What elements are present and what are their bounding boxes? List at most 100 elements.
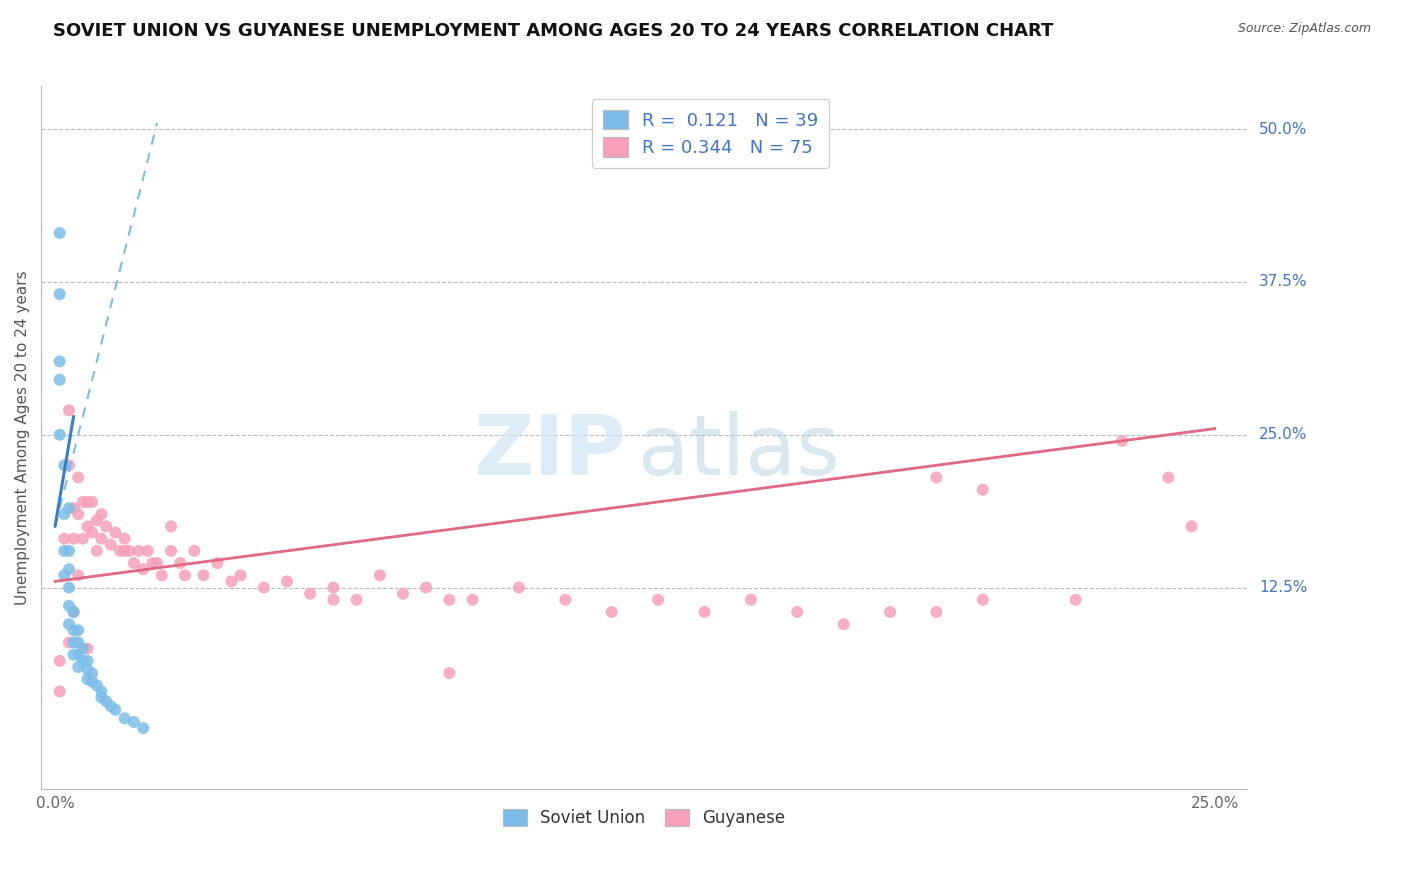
Point — [82, 525, 104, 540]
Point — [72, 654, 94, 668]
Point — [925, 470, 948, 484]
Point — [122, 714, 145, 729]
Text: SOVIET UNION VS GUYANESE UNEMPLOYMENT AMONG AGES 20 TO 24 YEARS CORRELATION CHAR: SOVIET UNION VS GUYANESE UNEMPLOYMENT AM… — [53, 22, 1054, 40]
Point — [53, 532, 76, 546]
Point — [76, 672, 98, 686]
Point — [693, 605, 716, 619]
Point — [508, 581, 530, 595]
Point — [82, 495, 104, 509]
Point — [207, 556, 229, 570]
Point — [67, 470, 90, 484]
Point — [62, 501, 84, 516]
Point — [160, 519, 183, 533]
Point — [972, 592, 994, 607]
Point — [82, 674, 104, 689]
Point — [132, 721, 155, 735]
Point — [1111, 434, 1133, 448]
Text: 25.0%: 25.0% — [1260, 427, 1308, 442]
Point — [48, 373, 70, 387]
Point — [48, 654, 70, 668]
Point — [276, 574, 298, 589]
Point — [100, 538, 122, 552]
Point — [53, 458, 76, 473]
Point — [554, 592, 576, 607]
Point — [100, 699, 122, 714]
Text: 12.5%: 12.5% — [1260, 580, 1308, 595]
Text: Source: ZipAtlas.com: Source: ZipAtlas.com — [1237, 22, 1371, 36]
Point — [62, 635, 84, 649]
Point — [146, 556, 169, 570]
Point — [58, 581, 80, 595]
Point — [82, 666, 104, 681]
Point — [90, 532, 112, 546]
Point — [58, 599, 80, 613]
Point — [118, 544, 141, 558]
Point — [86, 678, 108, 692]
Point — [58, 501, 80, 516]
Point — [76, 662, 98, 676]
Point — [229, 568, 252, 582]
Point — [114, 544, 136, 558]
Point — [53, 507, 76, 521]
Point — [67, 635, 90, 649]
Text: 37.5%: 37.5% — [1260, 275, 1308, 289]
Point — [832, 617, 855, 632]
Point — [90, 507, 112, 521]
Point — [58, 617, 80, 632]
Point — [322, 592, 344, 607]
Point — [67, 507, 90, 521]
Point — [114, 532, 136, 546]
Point — [114, 711, 136, 725]
Point — [62, 624, 84, 638]
Point — [108, 544, 131, 558]
Point — [253, 581, 276, 595]
Point — [58, 458, 80, 473]
Point — [94, 519, 117, 533]
Point — [322, 581, 344, 595]
Text: 50.0%: 50.0% — [1260, 121, 1308, 136]
Point — [58, 635, 80, 649]
Legend: Soviet Union, Guyanese: Soviet Union, Guyanese — [496, 802, 792, 834]
Point — [62, 532, 84, 546]
Point — [62, 605, 84, 619]
Point — [174, 568, 197, 582]
Point — [72, 641, 94, 656]
Point — [1157, 470, 1180, 484]
Y-axis label: Unemployment Among Ages 20 to 24 years: Unemployment Among Ages 20 to 24 years — [15, 270, 30, 605]
Point — [76, 495, 98, 509]
Point — [67, 624, 90, 638]
Point — [104, 525, 127, 540]
Point — [72, 532, 94, 546]
Point — [972, 483, 994, 497]
Point — [879, 605, 901, 619]
Point — [160, 544, 183, 558]
Point — [48, 287, 70, 301]
Point — [415, 581, 437, 595]
Point — [392, 587, 415, 601]
Point — [461, 592, 484, 607]
Point — [141, 556, 163, 570]
Point — [104, 703, 127, 717]
Point — [76, 641, 98, 656]
Point — [346, 592, 368, 607]
Point — [58, 562, 80, 576]
Point — [925, 605, 948, 619]
Point — [90, 684, 112, 698]
Point — [90, 690, 112, 705]
Point — [48, 354, 70, 368]
Point — [600, 605, 623, 619]
Point — [86, 544, 108, 558]
Text: atlas: atlas — [638, 411, 839, 492]
Point — [786, 605, 808, 619]
Point — [62, 605, 84, 619]
Point — [76, 519, 98, 533]
Point — [647, 592, 669, 607]
Point — [439, 592, 461, 607]
Point — [1180, 519, 1202, 533]
Point — [150, 568, 173, 582]
Point — [439, 666, 461, 681]
Point — [183, 544, 205, 558]
Point — [169, 556, 191, 570]
Point — [94, 694, 117, 708]
Point — [72, 495, 94, 509]
